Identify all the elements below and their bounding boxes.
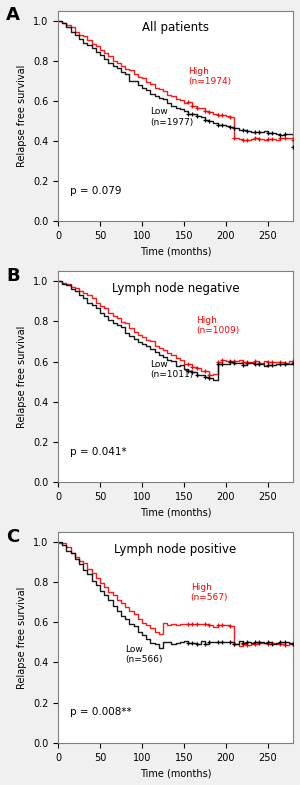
Text: C: C bbox=[6, 528, 20, 546]
Text: Low
(n=1977): Low (n=1977) bbox=[150, 108, 194, 126]
Text: p = 0.041*: p = 0.041* bbox=[70, 447, 127, 457]
Text: B: B bbox=[6, 267, 20, 285]
Text: High
(n=1009): High (n=1009) bbox=[196, 316, 240, 335]
Y-axis label: Relapse free survival: Relapse free survival bbox=[17, 586, 27, 688]
X-axis label: Time (months): Time (months) bbox=[140, 768, 211, 778]
X-axis label: Time (months): Time (months) bbox=[140, 507, 211, 517]
Text: Lymph node positive: Lymph node positive bbox=[115, 542, 237, 556]
X-axis label: Time (months): Time (months) bbox=[140, 246, 211, 257]
Text: Lymph node negative: Lymph node negative bbox=[112, 282, 239, 295]
Text: Low
(n=1011): Low (n=1011) bbox=[150, 360, 194, 379]
Text: High
(n=1974): High (n=1974) bbox=[188, 67, 231, 86]
Y-axis label: Relapse free survival: Relapse free survival bbox=[17, 64, 27, 167]
Text: p = 0.008**: p = 0.008** bbox=[70, 707, 131, 717]
Text: High
(n=567): High (n=567) bbox=[191, 582, 228, 602]
Text: A: A bbox=[6, 6, 20, 24]
Text: All patients: All patients bbox=[142, 21, 209, 34]
Text: Low
(n=566): Low (n=566) bbox=[125, 644, 163, 664]
Y-axis label: Relapse free survival: Relapse free survival bbox=[17, 326, 27, 428]
Text: p = 0.079: p = 0.079 bbox=[70, 186, 121, 196]
